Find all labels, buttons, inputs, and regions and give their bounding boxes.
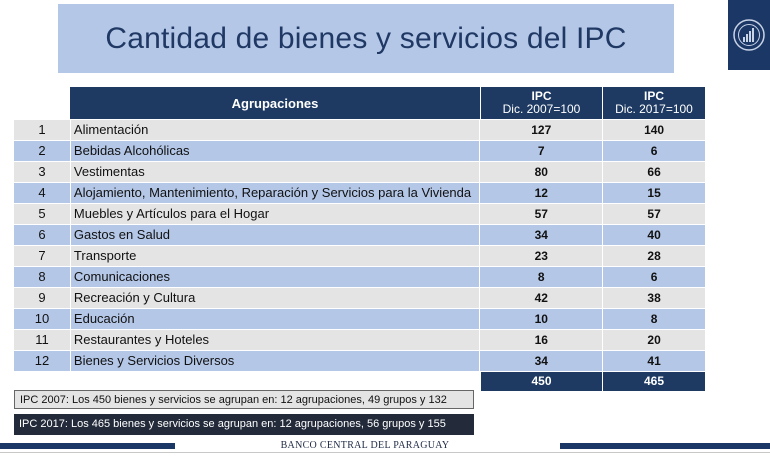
table-row: 3 Vestimentas 80 66 — [14, 162, 705, 182]
row-ipc2017: 140 — [644, 123, 665, 137]
row-ipc2017: 8 — [650, 312, 658, 326]
title-banner: Cantidad de bienes y servicios del IPC — [58, 4, 674, 73]
row-ipc2017: 40 — [647, 228, 661, 242]
row-ipc2017: 38 — [647, 291, 661, 305]
total-ipc2017: 465 — [603, 372, 705, 391]
row-name: Educación — [71, 309, 481, 329]
row-number: 1 — [14, 120, 71, 140]
row-name: Recreación y Cultura — [71, 288, 481, 308]
row-name: Muebles y Artículos para el Hogar — [71, 204, 481, 224]
row-ipc2007: 7 — [480, 141, 604, 161]
row-ipc2017: 66 — [647, 165, 661, 179]
table-row: 7 Transporte 23 28 — [14, 246, 705, 266]
row-ipc2007: 10 — [480, 309, 604, 329]
row-ipc2017: 41 — [647, 354, 661, 368]
bcp-seal-icon — [733, 19, 765, 51]
row-ipc2017: 6 — [650, 144, 658, 158]
row-ipc2007: 34 — [480, 225, 604, 245]
footer-text: BANCO CENTRAL DEL PARAGUAY — [280, 440, 450, 451]
table-row: 6 Gastos en Salud 34 40 — [14, 225, 705, 245]
note-ipc2007: IPC 2007: Los 450 bienes y servicios se … — [14, 390, 474, 425]
row-name: Vestimentas — [71, 162, 481, 182]
row-number: 11 — [14, 330, 71, 350]
row-name: Bienes y Servicios Diversos — [71, 351, 481, 371]
row-number: 6 — [14, 225, 71, 245]
header-ipc-2017: IPC Dic. 2017=100 — [603, 87, 705, 119]
row-ipc2017: 28 — [647, 249, 661, 263]
row-ipc2007: 34 — [480, 351, 604, 371]
row-name: Comunicaciones — [71, 267, 481, 287]
row-number: 5 — [14, 204, 71, 224]
row-ipc2017: 6 — [650, 270, 658, 284]
row-ipc2017: 15 — [647, 186, 661, 200]
row-ipc2017: 20 — [647, 333, 661, 347]
row-number: 10 — [14, 309, 71, 329]
table-row: 11 Restaurantes y Hoteles 16 20 — [14, 330, 705, 350]
row-name: Gastos en Salud — [71, 225, 481, 245]
row-ipc2007: 8 — [480, 267, 604, 287]
row-ipc2007: 127 — [480, 120, 604, 140]
row-ipc2007: 80 — [480, 162, 604, 182]
footer-divider — [0, 452, 770, 453]
header-label: IPC — [643, 89, 664, 103]
row-number: 9 — [14, 288, 71, 308]
row-name: Bebidas Alcohólicas — [71, 141, 481, 161]
row-name: Alojamiento, Mantenimiento, Reparación y… — [71, 183, 481, 203]
table-row: 2 Bebidas Alcohólicas 7 6 — [14, 141, 705, 161]
table-row: 4 Alojamiento, Mantenimiento, Reparación… — [14, 183, 705, 203]
logo — [728, 0, 770, 70]
row-name: Transporte — [71, 246, 481, 266]
table-row: 5 Muebles y Artículos para el Hogar 57 5… — [14, 204, 705, 224]
row-number: 4 — [14, 183, 71, 203]
row-number: 3 — [14, 162, 71, 182]
row-ipc2007: 23 — [480, 246, 604, 266]
row-number: 2 — [14, 141, 71, 161]
table-row: 8 Comunicaciones 8 6 — [14, 267, 705, 287]
footer-bar-left — [0, 443, 175, 449]
total-ipc2007: 450 — [481, 372, 602, 391]
table-row: 10 Educación 10 8 — [14, 309, 705, 329]
table-row: 9 Recreación y Cultura 42 38 — [14, 288, 705, 308]
row-number: 12 — [14, 351, 71, 371]
header-sublabel: Dic. 2017=100 — [615, 102, 693, 116]
header-agrupaciones: Agrupaciones — [70, 87, 480, 119]
row-number: 8 — [14, 267, 71, 287]
header-ipc-2007: IPC Dic. 2007=100 — [481, 87, 602, 119]
header-label: IPC — [531, 89, 552, 103]
table-row: 1 Alimentación 127 140 — [14, 120, 705, 140]
header-sublabel: Dic. 2007=100 — [502, 102, 581, 116]
row-name: Alimentación — [71, 120, 481, 140]
note-ipc2017: IPC 2017: Los 465 bienes y servicios se … — [14, 414, 474, 451]
row-name: Restaurantes y Hoteles — [71, 330, 481, 350]
row-ipc2007: 16 — [480, 330, 604, 350]
page-title: Cantidad de bienes y servicios del IPC — [105, 21, 627, 55]
footer-bar-right — [560, 443, 770, 449]
row-number: 7 — [14, 246, 71, 266]
row-ipc2007: 57 — [480, 204, 604, 224]
row-ipc2017: 57 — [647, 207, 661, 221]
row-ipc2007: 42 — [480, 288, 604, 308]
row-ipc2007: 12 — [480, 183, 604, 203]
table-row: 12 Bienes y Servicios Diversos 34 41 — [14, 351, 705, 371]
header-label: Agrupaciones — [231, 95, 319, 111]
